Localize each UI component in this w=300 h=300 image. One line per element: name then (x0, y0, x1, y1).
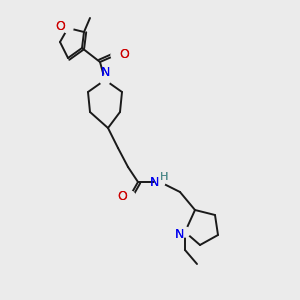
Circle shape (63, 23, 73, 33)
Text: H: H (160, 172, 168, 182)
Text: N: N (174, 227, 184, 241)
Text: N: N (100, 65, 110, 79)
Text: N: N (149, 176, 159, 188)
Text: O: O (55, 20, 65, 32)
Text: N: N (149, 176, 159, 188)
Circle shape (111, 50, 121, 60)
Text: O: O (55, 20, 65, 32)
Circle shape (125, 191, 135, 201)
Text: N: N (174, 227, 184, 241)
Circle shape (180, 227, 190, 237)
Text: O: O (119, 47, 129, 61)
Text: O: O (117, 190, 127, 202)
Text: O: O (117, 190, 127, 203)
Text: O: O (119, 47, 129, 61)
Text: H: H (160, 172, 168, 182)
Text: N: N (100, 65, 110, 79)
Circle shape (155, 177, 165, 187)
Circle shape (100, 75, 110, 85)
